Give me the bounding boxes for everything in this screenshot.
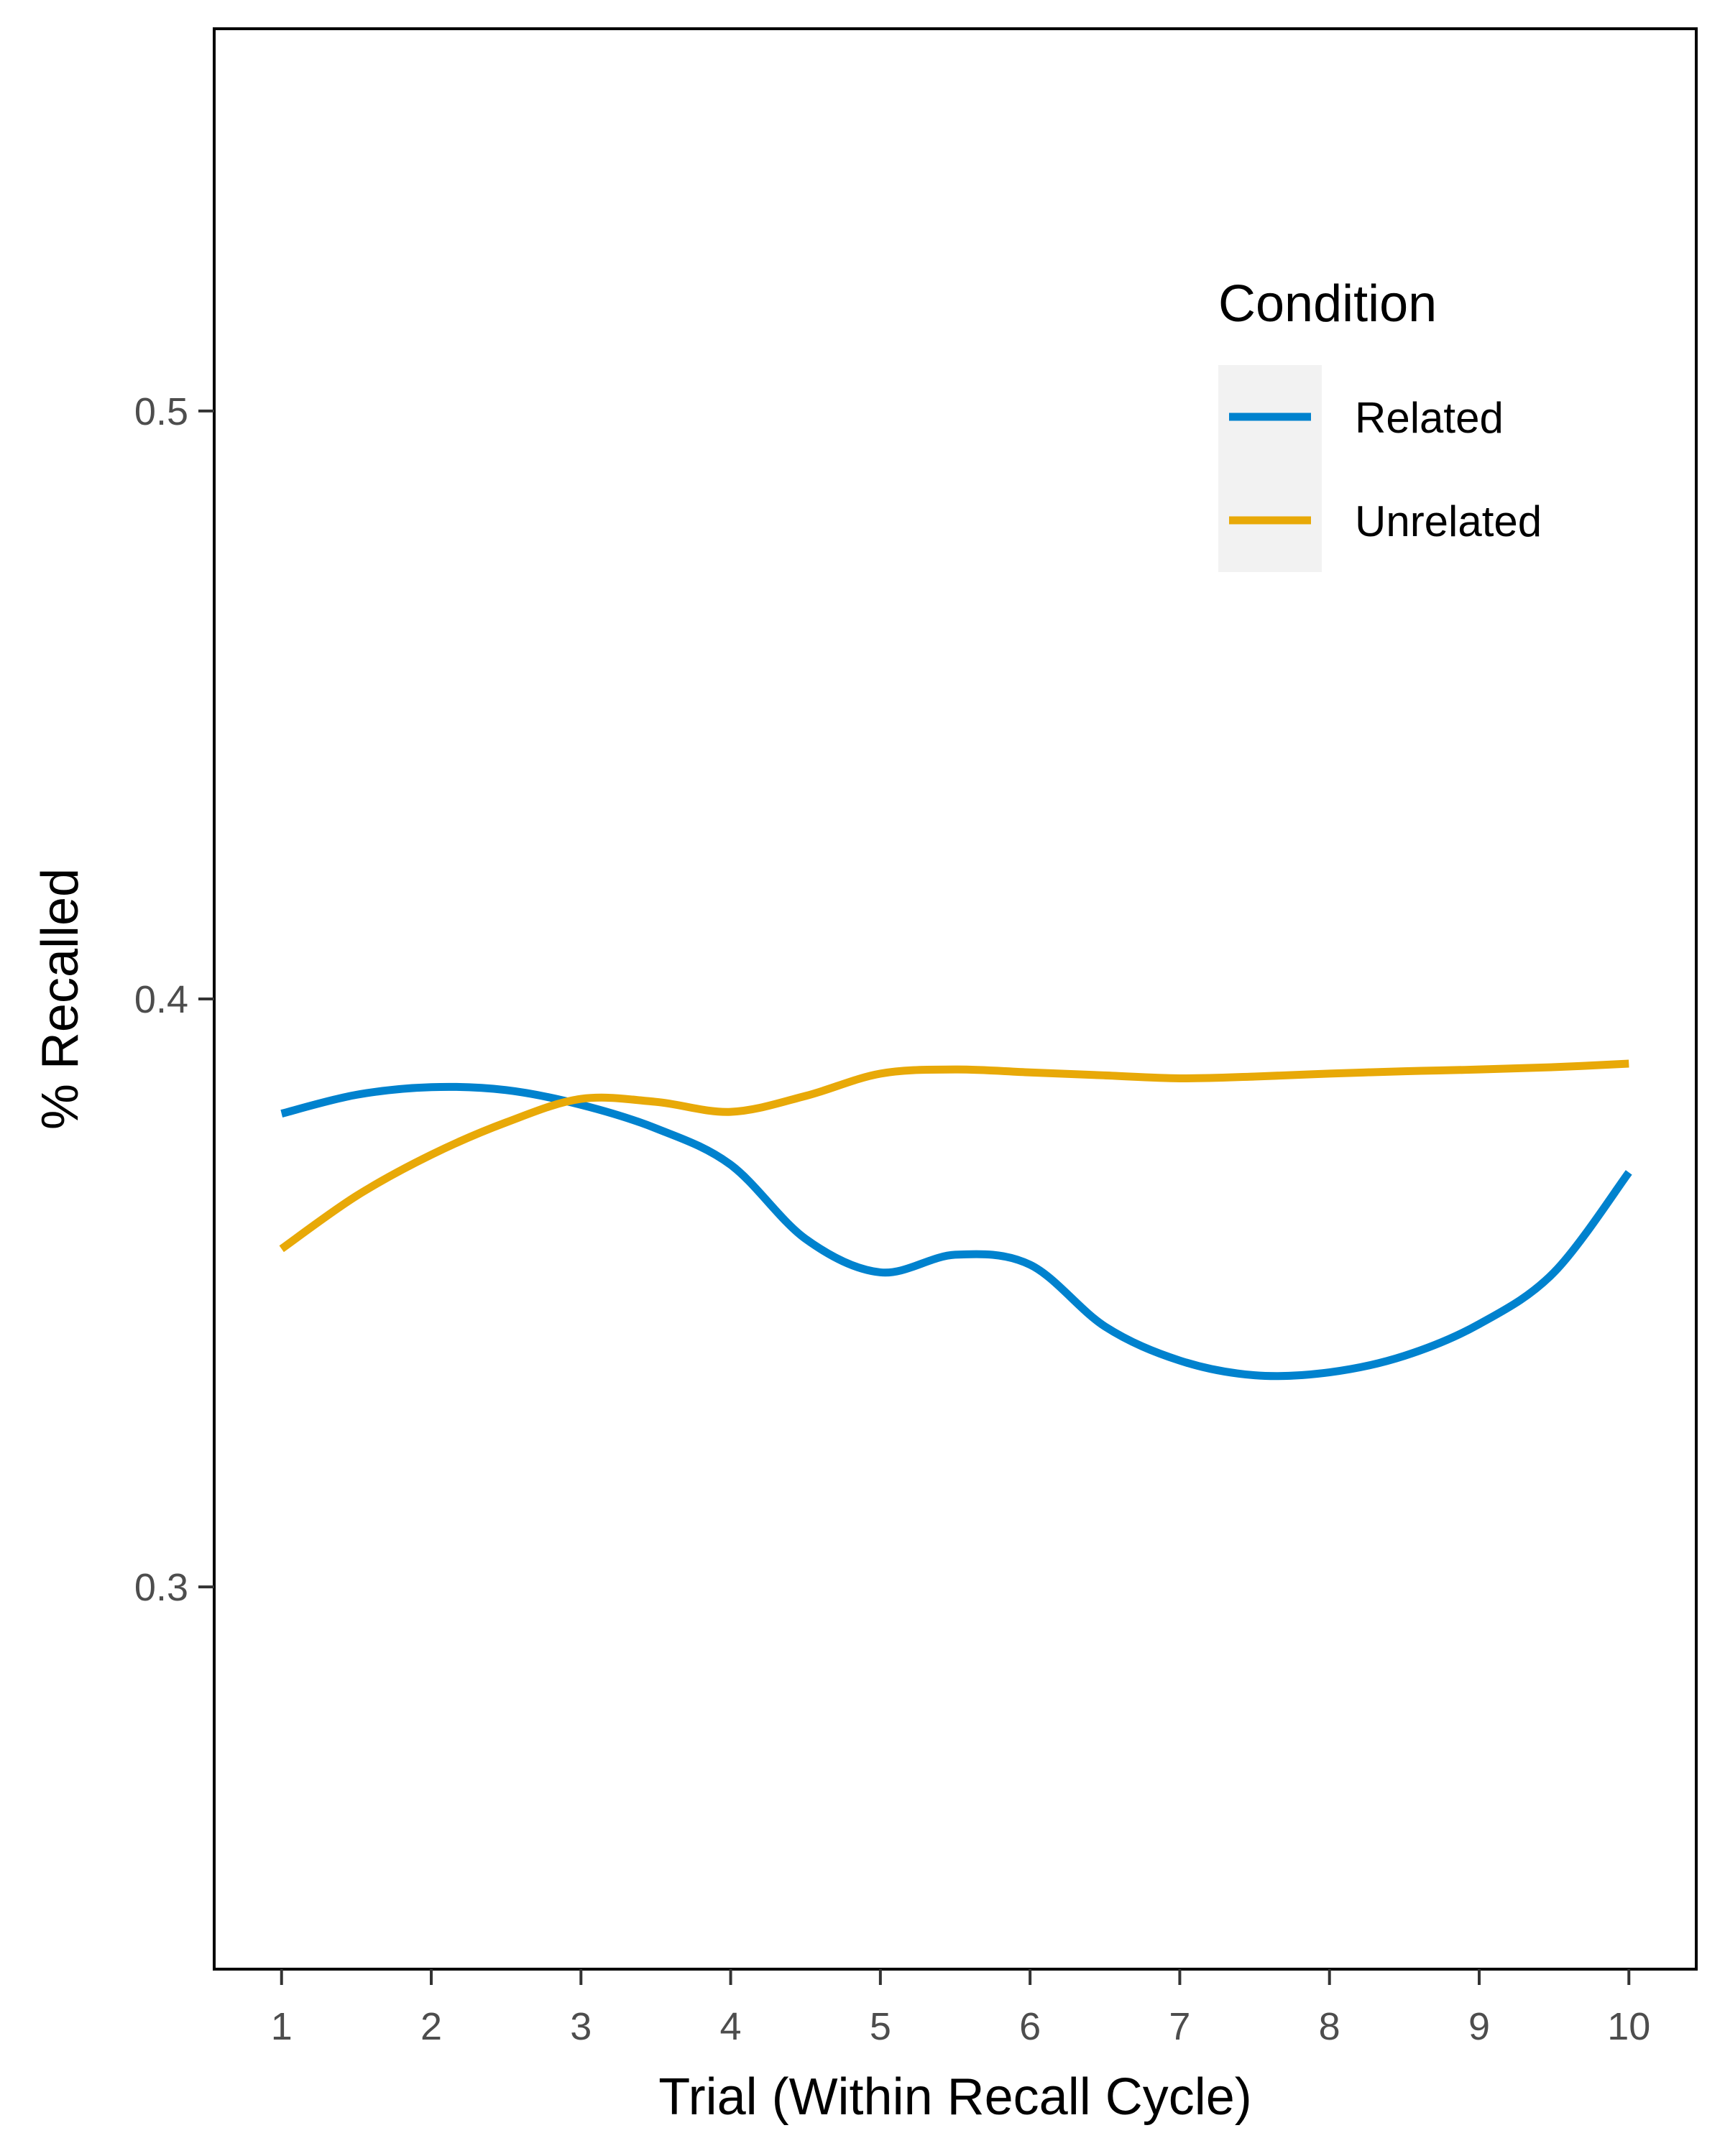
y-tick-label-0.3: 0.3 [134,1566,188,1609]
series-line-unrelated [279,1059,1629,1253]
y-axis: 0.3 0.4 0.5 [134,390,214,1609]
x-tick-label-10: 10 [1607,2005,1650,2048]
x-tick-label-2: 2 [420,2005,442,2048]
legend-title: Condition [1218,275,1437,333]
legend-key-background [1218,365,1322,572]
x-axis: 1 2 3 4 5 6 7 8 9 10 [271,1969,1650,2048]
x-tick-label-1: 1 [271,2005,293,2048]
y-tick-label-0.5: 0.5 [134,390,188,433]
legend: Condition Related Unrelated [1218,275,1542,572]
plot-background [214,29,1696,1969]
x-tick-label-9: 9 [1468,2005,1490,2048]
x-tick-label-5: 5 [870,2005,891,2048]
x-tick-label-6: 6 [1019,2005,1041,2048]
y-tick-label-0.4: 0.4 [134,978,188,1021]
x-tick-label-7: 7 [1169,2005,1190,2048]
x-tick-label-3: 3 [570,2005,592,2048]
legend-label-unrelated: Unrelated [1355,497,1542,545]
y-axis-title: % Recalled [32,868,89,1130]
x-axis-title: Trial (Within Recall Cycle) [658,2068,1251,2126]
series-line-related [280,1082,1632,1381]
x-tick-label-4: 4 [720,2005,742,2048]
series-layer [279,1059,1632,1381]
legend-label-related: Related [1355,394,1504,442]
x-tick-label-8: 8 [1319,2005,1340,2048]
